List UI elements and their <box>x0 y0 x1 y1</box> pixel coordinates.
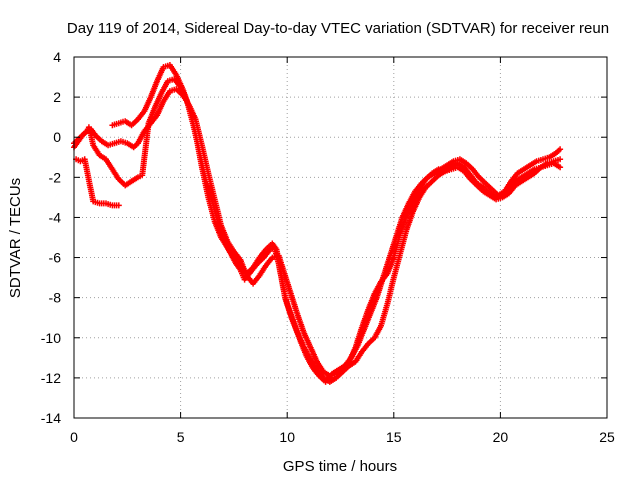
y-tick-label: -12 <box>41 370 61 386</box>
y-tick-label: -2 <box>49 169 62 185</box>
y-tick-label: -8 <box>49 290 62 306</box>
data-points <box>71 62 564 385</box>
y-tick-label: -14 <box>41 410 61 426</box>
y-tick-label: -4 <box>49 209 62 225</box>
data-point <box>557 146 564 153</box>
y-tick-label: 4 <box>53 49 61 65</box>
axis-ticks: 0 5 10 15 20 25 -14 -12 -10 -8 -6 -4 -2 0 2 4 <box>41 49 615 445</box>
y-tick-label: -10 <box>41 330 61 346</box>
y-tick-label: 2 <box>53 89 61 105</box>
x-tick-label: 20 <box>493 429 509 445</box>
plot-frame <box>73 56 608 419</box>
x-tick-label: 5 <box>177 429 185 445</box>
data-point <box>115 202 122 209</box>
x-axis-title: GPS time / hours <box>283 458 397 475</box>
x-tick-label: 0 <box>70 429 78 445</box>
x-tick-label: 15 <box>386 429 402 445</box>
x-tick-label: 10 <box>279 429 295 445</box>
x-tick-label: 25 <box>599 429 615 445</box>
y-axis-title: SDTVAR / TECUs <box>7 178 24 298</box>
chart-title: Day 119 of 2014, Sidereal Day-to-day VTE… <box>67 20 609 37</box>
data-point <box>557 156 564 163</box>
y-tick-label: -6 <box>49 250 62 266</box>
y-tick-label: 0 <box>53 129 61 145</box>
data-point <box>557 164 564 171</box>
